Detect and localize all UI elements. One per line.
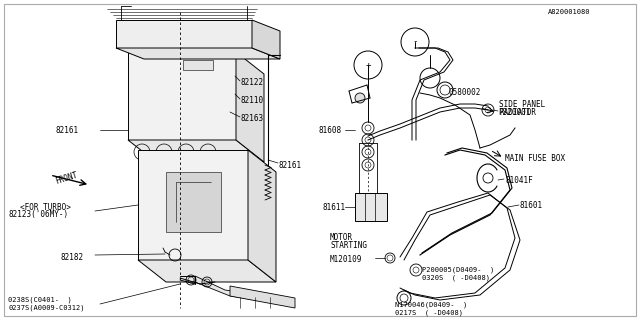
Polygon shape xyxy=(236,52,264,162)
Polygon shape xyxy=(138,260,276,282)
Text: MAIN FUSE BOX: MAIN FUSE BOX xyxy=(505,154,565,163)
Polygon shape xyxy=(138,150,248,260)
Text: FRONT: FRONT xyxy=(54,171,79,186)
Text: 82182: 82182 xyxy=(60,253,83,262)
Polygon shape xyxy=(248,150,276,282)
Text: 0237S(A0009-C0312): 0237S(A0009-C0312) xyxy=(8,305,84,311)
Text: SIDE PANEL: SIDE PANEL xyxy=(499,100,545,108)
Text: 82122: 82122 xyxy=(240,77,263,86)
Text: -: - xyxy=(412,37,418,46)
Text: 81611: 81611 xyxy=(322,203,345,212)
Text: 82161: 82161 xyxy=(55,125,78,134)
Text: 82123('06MY-): 82123('06MY-) xyxy=(8,211,68,220)
Text: MOTOR: MOTOR xyxy=(330,234,353,243)
Text: 0238S(C0401-  ): 0238S(C0401- ) xyxy=(8,297,72,303)
Text: <FOR TURBO>: <FOR TURBO> xyxy=(20,203,71,212)
Polygon shape xyxy=(230,286,295,308)
Text: P320001: P320001 xyxy=(498,108,531,116)
Polygon shape xyxy=(195,276,295,306)
Text: A820001080: A820001080 xyxy=(548,9,591,15)
Text: 81601: 81601 xyxy=(520,201,543,210)
Text: 82161: 82161 xyxy=(278,161,301,170)
Polygon shape xyxy=(116,20,252,48)
Text: 82163: 82163 xyxy=(240,114,263,123)
Text: M120109: M120109 xyxy=(330,255,362,265)
Text: 82110: 82110 xyxy=(240,95,263,105)
Polygon shape xyxy=(128,140,264,162)
Text: RADIATOR: RADIATOR xyxy=(499,108,536,116)
Text: 0217S  ( -D0408): 0217S ( -D0408) xyxy=(395,310,463,316)
Polygon shape xyxy=(128,52,236,140)
Text: 81041F: 81041F xyxy=(505,175,532,185)
Polygon shape xyxy=(183,60,213,70)
Circle shape xyxy=(355,93,365,103)
Text: +: + xyxy=(365,60,371,69)
Text: 0320S  ( -D0408): 0320S ( -D0408) xyxy=(422,275,490,281)
Text: N170046(D0409-  ): N170046(D0409- ) xyxy=(395,302,467,308)
Text: 81608: 81608 xyxy=(318,125,341,134)
Polygon shape xyxy=(252,20,280,59)
Text: STARTING: STARTING xyxy=(330,242,367,251)
Polygon shape xyxy=(166,172,221,232)
Text: P200005(D0409-  ): P200005(D0409- ) xyxy=(422,267,494,273)
Polygon shape xyxy=(355,193,387,221)
Polygon shape xyxy=(116,48,280,59)
Text: 0580002: 0580002 xyxy=(448,87,481,97)
